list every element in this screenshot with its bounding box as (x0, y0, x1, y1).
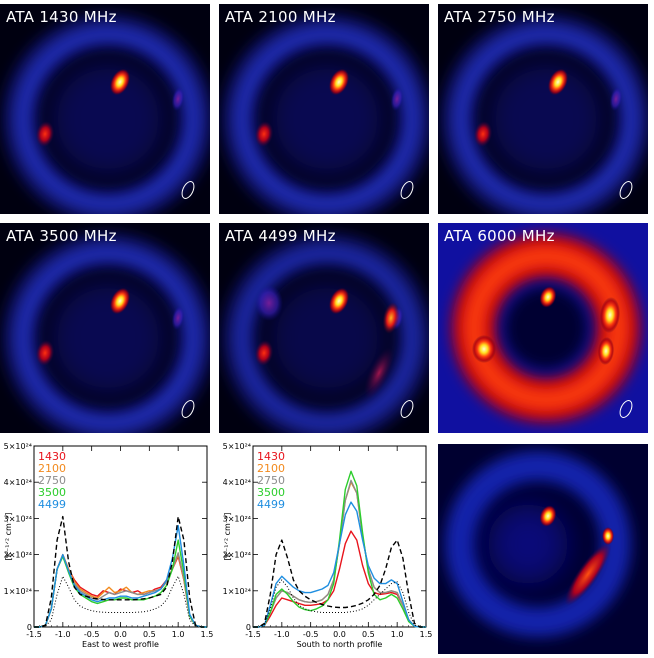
x-tick-label: -1.5 (26, 630, 42, 639)
y-axis-label: [K⁻¹ᐟ² cm⁻³] (4, 513, 13, 561)
legend-entry: 2750 (38, 474, 66, 487)
y-tick-label: 5×10²⁴ (4, 442, 32, 451)
x-tick-label: 0.0 (333, 630, 346, 639)
x-axis-label: East to west profile (82, 640, 159, 649)
y-tick-label: 3×10²⁴ (223, 514, 251, 523)
series-line (253, 470, 426, 628)
y-tick-label: 0 (246, 623, 251, 632)
series-line (34, 575, 207, 628)
map-panel-2750: ATA 2750 MHz (438, 4, 648, 214)
x-tick-label: 0.5 (143, 630, 156, 639)
y-tick-label: 4×10²⁴ (4, 478, 32, 487)
legend-entry: 1430 (38, 450, 66, 463)
beam-ellipse-icon (181, 400, 195, 418)
legend-entry: 2100 (38, 462, 66, 475)
panel-label: ATA 2100 MHz (225, 8, 336, 26)
series-line (34, 515, 207, 628)
series-line (253, 539, 426, 628)
y-tick-label: 1×10²⁴ (223, 587, 251, 596)
panel-label: ATA 1430 MHz (6, 8, 117, 26)
x-tick-label: 1.0 (391, 630, 404, 639)
x-tick-label: 0.5 (362, 630, 375, 639)
y-tick-label: 2×10²⁴ (223, 551, 251, 560)
y-tick-label: 0 (27, 623, 32, 632)
series-line (253, 530, 426, 628)
x-tick-label: -1.0 (274, 630, 290, 639)
y-tick-label: 5×10²⁴ (223, 442, 251, 451)
map-panel-4499: ATA 4499 MHz (219, 223, 429, 433)
x-tick-label: 0.0 (114, 630, 127, 639)
series-line (253, 501, 426, 628)
series-line (34, 524, 207, 628)
x-tick-label: 1.5 (201, 630, 214, 639)
beam-ellipse-icon (619, 400, 633, 418)
map-panel-residual (438, 444, 648, 654)
y-tick-label: 3×10²⁴ (4, 514, 32, 523)
y-tick-label: 1×10²⁴ (4, 587, 32, 596)
map-panel-3500: ATA 3500 MHz (0, 223, 210, 433)
profile-plot-south-north: -1.5 -1.0 -0.5 0.0 0.5 1.0 1.5 0 1×10²⁴ 2×10²⁴ 3×1… (219, 440, 434, 654)
panel-label: ATA 6000 MHz (444, 227, 555, 245)
y-tick-label: 2×10²⁴ (4, 551, 32, 560)
beam-ellipse-icon (400, 400, 414, 418)
series-line (253, 579, 426, 628)
x-tick-label: -1.5 (245, 630, 261, 639)
legend-entry: 3500 (257, 486, 285, 499)
panel-label: ATA 4499 MHz (225, 227, 336, 245)
x-tick-label: -1.0 (55, 630, 71, 639)
map-panel-2100: ATA 2100 MHz (219, 4, 429, 214)
legend-entry: 1430 (257, 450, 285, 463)
beam-ellipse-icon (181, 181, 195, 199)
series-line (34, 539, 207, 628)
legend-entry: 4499 (38, 498, 66, 511)
y-axis-label: [K⁻¹ᐟ² cm⁻³] (223, 513, 232, 561)
y-tick-label: 4×10²⁴ (223, 478, 251, 487)
legend-entry: 4499 (257, 498, 285, 511)
panel-label: ATA 3500 MHz (6, 227, 117, 245)
panel-label: ATA 2750 MHz (444, 8, 555, 26)
profile-plot-east-west: -1.5 -1.0 -0.5 0.0 0.5 1.0 1.5 0 1×10²⁴ 2×10²⁴ 3×1… (0, 440, 215, 654)
legend-entry: 2100 (257, 462, 285, 475)
x-tick-label: -0.5 (303, 630, 319, 639)
legend-entry: 3500 (38, 486, 66, 499)
x-tick-label: 1.0 (172, 630, 185, 639)
x-tick-label: -0.5 (84, 630, 100, 639)
x-axis-label: South to north profile (297, 640, 383, 649)
beam-ellipse-icon (400, 181, 414, 199)
legend-entry: 2750 (257, 474, 285, 487)
beam-ellipse-icon (619, 181, 633, 199)
x-tick-label: 1.5 (420, 630, 433, 639)
map-panel-6000: ATA 6000 MHz (438, 223, 648, 433)
map-panel-1430: ATA 1430 MHz (0, 4, 210, 214)
